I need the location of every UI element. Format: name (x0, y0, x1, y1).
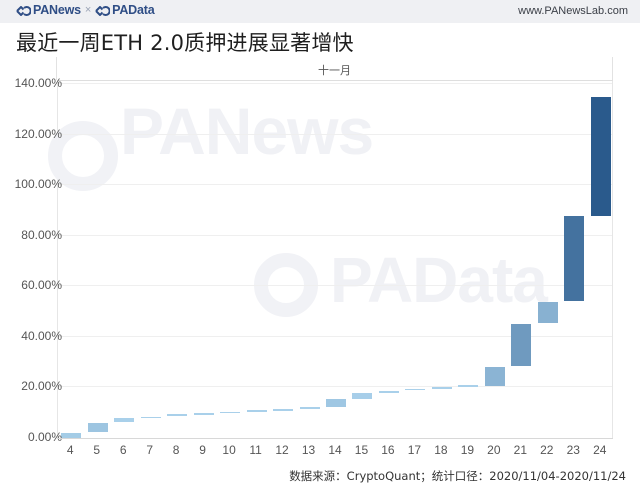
gridline (58, 184, 612, 186)
bar-day-9[interactable] (193, 413, 214, 415)
x-tick-label: 22 (540, 443, 554, 457)
bar-day-16[interactable] (378, 390, 399, 393)
x-tick-label: 23 (566, 443, 580, 457)
x-tick-label: 18 (434, 443, 448, 457)
bar-day-4[interactable] (61, 432, 82, 440)
bar-day-10[interactable] (220, 411, 241, 414)
gridline (58, 285, 612, 287)
x-tick-label: 20 (487, 443, 501, 457)
y-tick-label: 120.00% (14, 126, 62, 141)
bar-day-7[interactable] (140, 416, 161, 419)
bar-day-20[interactable] (484, 366, 505, 386)
y-tick-label: 80.00% (21, 227, 62, 242)
y-tick-label: 40.00% (21, 328, 62, 343)
y-tick-label: 60.00% (21, 278, 62, 293)
x-tick-label: 19 (460, 443, 475, 457)
brand-panews: PANews (33, 3, 81, 17)
x-tick-label: 10 (222, 443, 236, 457)
x-tick-label: 15 (354, 443, 369, 457)
month-label: 十一月 (318, 64, 351, 77)
x-tick-label: 17 (407, 443, 422, 457)
y-tick-label: 140.00% (14, 76, 62, 91)
month-header-divider (57, 80, 613, 81)
site-url: www.PANewsLab.com (518, 5, 628, 17)
source-note: 数据来源：CryptoQuant；统计口径：2020/11/04-2020/11… (289, 469, 626, 483)
panews-logo-icon (16, 5, 32, 17)
bar-day-23[interactable] (564, 215, 585, 302)
x-tick-label: 21 (513, 443, 527, 457)
bar-day-13[interactable] (299, 407, 320, 409)
x-tick-label: 11 (249, 443, 262, 457)
gridline (58, 386, 612, 388)
brand-separator: × (84, 4, 92, 16)
x-tick-label: 13 (301, 443, 316, 457)
y-tick-label: 0.00% (27, 430, 62, 444)
bar-day-8[interactable] (167, 414, 188, 416)
gridline (58, 234, 612, 236)
brand-padata: PAData (112, 3, 155, 17)
bar-day-21[interactable] (511, 324, 532, 366)
bar-day-18[interactable] (431, 387, 452, 389)
gridline (58, 83, 612, 85)
watermark-panews: PANews (120, 94, 374, 168)
gridline (58, 133, 612, 135)
bar-day-22[interactable] (537, 301, 558, 324)
padata-logo-icon (95, 5, 111, 17)
x-tick-label: 14 (328, 443, 342, 457)
bar-day-17[interactable] (405, 388, 426, 391)
x-tick-label: 5 (93, 443, 101, 457)
bar-day-6[interactable] (114, 418, 135, 423)
month-header: 十一月 (56, 57, 613, 80)
bar-day-12[interactable] (273, 409, 294, 411)
y-tick-label: 20.00% (21, 379, 62, 394)
x-tick-label: 24 (593, 443, 607, 457)
bar-day-11[interactable] (246, 410, 267, 412)
bar-day-14[interactable] (326, 399, 346, 408)
y-tick-label: 100.00% (14, 177, 62, 192)
x-tick-label: 8 (172, 443, 180, 457)
bar-day-24[interactable] (590, 96, 611, 216)
brand-logos: PANews × PAData (16, 3, 155, 17)
bar-day-19[interactable] (458, 385, 479, 387)
gridline (58, 335, 612, 337)
x-tick-label: 4 (66, 443, 74, 457)
x-tick-label: 9 (199, 443, 206, 457)
x-tick-label: 6 (119, 443, 127, 457)
x-tick-label: 12 (275, 443, 289, 457)
top-banner: PANews × PAData www.PANewsLab.com (0, 0, 640, 23)
x-tick-label: 16 (381, 443, 395, 457)
plot-area: PANews PAData (48, 81, 613, 440)
watermark-padata: PAData (330, 244, 548, 316)
chart-title: 最近一周ETH 2.0质押进展显著增快 (16, 31, 354, 55)
x-axis-line (57, 438, 613, 439)
x-tick-label: 7 (146, 443, 153, 457)
bar-day-15[interactable] (352, 393, 373, 399)
bar-day-5[interactable] (87, 423, 108, 432)
